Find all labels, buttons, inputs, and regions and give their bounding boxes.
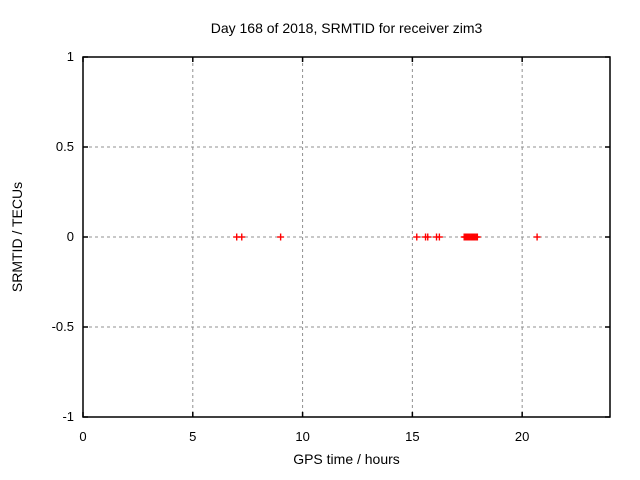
plot-border: [82, 56, 611, 418]
y-tick-label: 0.5: [56, 139, 74, 154]
y-tick-label: -1: [62, 409, 74, 424]
x-tick-label: 20: [515, 429, 529, 444]
x-tick-label: 15: [405, 429, 419, 444]
y-tick-label: -0.5: [52, 319, 74, 334]
chart-title: Day 168 of 2018, SRMTID for receiver zim…: [210, 20, 483, 36]
x-tick-label: 10: [295, 429, 309, 444]
x-tick-label: 5: [189, 429, 196, 444]
x-axis-label: GPS time / hours: [293, 451, 400, 467]
x-tick-label: 0: [79, 429, 86, 444]
y-tick-label: 1: [67, 49, 74, 64]
y-tick-label: 0: [67, 229, 74, 244]
